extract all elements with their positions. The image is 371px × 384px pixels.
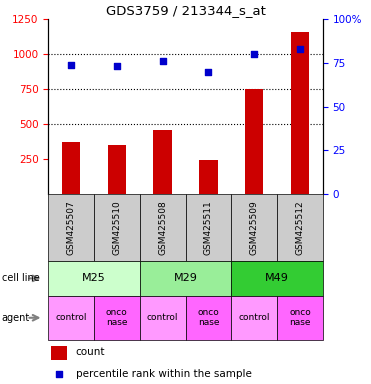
FancyBboxPatch shape [140,194,186,261]
Text: control: control [55,313,87,322]
FancyBboxPatch shape [94,296,140,340]
Text: agent: agent [2,313,30,323]
FancyBboxPatch shape [231,261,323,296]
Point [251,51,257,57]
Bar [199,161,217,194]
Point [68,61,74,68]
Text: control: control [239,313,270,322]
Point [206,69,211,75]
Text: GSM425508: GSM425508 [158,200,167,255]
FancyBboxPatch shape [48,296,94,340]
Text: onco
nase: onco nase [106,308,128,328]
Text: M25: M25 [82,273,106,283]
Point [297,46,303,52]
FancyBboxPatch shape [186,296,231,340]
Text: cell line: cell line [2,273,40,283]
FancyBboxPatch shape [277,296,323,340]
Text: GSM425509: GSM425509 [250,200,259,255]
FancyBboxPatch shape [231,194,277,261]
Text: GSM425511: GSM425511 [204,200,213,255]
Text: percentile rank within the sample: percentile rank within the sample [76,369,252,379]
Point [114,63,120,70]
FancyBboxPatch shape [277,194,323,261]
Title: GDS3759 / 213344_s_at: GDS3759 / 213344_s_at [106,3,265,17]
Point [160,58,165,64]
Text: GSM425512: GSM425512 [295,200,304,255]
FancyBboxPatch shape [231,296,277,340]
Bar [62,142,80,194]
Bar [245,89,263,194]
Text: M49: M49 [265,273,289,283]
Text: onco
nase: onco nase [289,308,311,328]
FancyBboxPatch shape [48,261,140,296]
Bar [51,346,68,360]
Text: GSM425510: GSM425510 [112,200,121,255]
FancyBboxPatch shape [94,194,140,261]
Bar [108,145,126,194]
Bar [154,130,172,194]
Text: control: control [147,313,178,322]
Text: GSM425507: GSM425507 [67,200,76,255]
Bar [291,32,309,194]
FancyBboxPatch shape [186,194,231,261]
FancyBboxPatch shape [140,261,231,296]
FancyBboxPatch shape [48,194,94,261]
Text: M29: M29 [174,273,197,283]
Text: count: count [76,347,105,357]
Point [56,371,62,377]
Text: onco
nase: onco nase [197,308,219,328]
FancyBboxPatch shape [140,296,186,340]
